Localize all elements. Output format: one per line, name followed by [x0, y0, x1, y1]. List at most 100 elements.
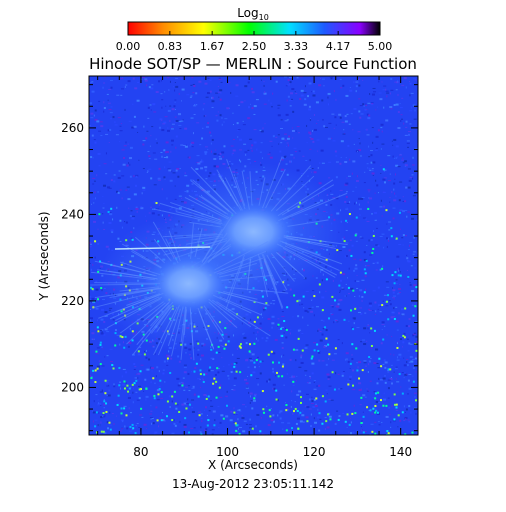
bright-speckle [299, 401, 302, 404]
speckle [292, 375, 296, 378]
speckle [233, 369, 235, 372]
speckle [324, 417, 327, 419]
speckle [135, 206, 138, 209]
bright-speckle [139, 370, 142, 373]
speckle [405, 86, 407, 89]
speckle [247, 149, 250, 151]
fibril [136, 301, 174, 346]
speckle [175, 135, 178, 138]
speckle [174, 81, 176, 83]
speckle [356, 280, 360, 282]
speckle [121, 149, 125, 151]
bright-speckle [348, 213, 351, 216]
speckle [248, 357, 252, 359]
speckle [332, 279, 334, 282]
speckle [213, 152, 217, 155]
speckle [205, 96, 209, 98]
speckle [360, 154, 362, 157]
speckle [339, 116, 342, 119]
speckle [406, 215, 408, 218]
speckle [261, 337, 264, 340]
speckle [326, 373, 330, 376]
speckle [330, 193, 334, 195]
fibril [152, 221, 175, 258]
speckle [137, 376, 139, 379]
speckle [245, 342, 248, 345]
bright-speckle [140, 407, 143, 410]
speckle [289, 376, 291, 378]
speckle [158, 385, 161, 387]
speckle [98, 100, 101, 102]
speckle [161, 129, 165, 132]
speckle [272, 352, 276, 355]
speckle [365, 103, 367, 105]
speckle [377, 402, 381, 404]
speckle [362, 411, 364, 413]
speckle [117, 402, 121, 404]
speckle [251, 353, 255, 356]
speckle [392, 144, 394, 146]
speckle [187, 372, 190, 375]
speckle [150, 109, 152, 111]
speckle [415, 371, 417, 373]
speckle [211, 138, 214, 141]
speckle [228, 82, 231, 84]
bright-speckle [415, 399, 418, 402]
speckle [348, 431, 350, 433]
speckle [300, 354, 303, 357]
speckle [266, 380, 269, 383]
bright-speckle [169, 371, 172, 374]
speckle [403, 364, 407, 367]
speckle [215, 92, 219, 94]
speckle [294, 151, 297, 153]
bright-speckle [91, 288, 94, 291]
speckle [295, 130, 297, 132]
speckle [109, 118, 112, 120]
speckle [384, 381, 387, 384]
speckle [127, 396, 131, 399]
speckle [287, 407, 291, 409]
bright-speckle [376, 411, 379, 414]
speckle [187, 156, 189, 158]
speckle [249, 418, 251, 421]
speckle [96, 120, 100, 123]
fibril [278, 201, 321, 222]
speckle [210, 370, 214, 372]
speckle [153, 382, 156, 384]
speckle [408, 405, 411, 408]
speckle [354, 202, 356, 205]
speckle [157, 425, 159, 428]
speckle [367, 324, 370, 326]
speckle [137, 353, 141, 356]
fibril [249, 171, 253, 206]
speckle [213, 158, 217, 161]
speckle [339, 291, 341, 293]
speckle [255, 99, 259, 101]
speckle [362, 394, 366, 397]
speckle [409, 355, 413, 358]
speckle [142, 140, 146, 142]
speckle [177, 175, 180, 178]
speckle [254, 160, 257, 162]
speckle [313, 342, 317, 344]
x-tick-label: 120 [303, 445, 326, 459]
fibril [120, 301, 164, 334]
speckle [132, 77, 135, 80]
speckle [342, 133, 346, 135]
fibril [281, 184, 335, 216]
bright-speckle [133, 382, 136, 385]
speckle [317, 150, 319, 152]
speckle [106, 315, 109, 317]
speckle [127, 345, 130, 348]
speckle [299, 420, 303, 423]
speckle [390, 316, 394, 319]
fibril [277, 179, 334, 217]
speckle [219, 98, 222, 101]
bright-speckle [365, 259, 368, 262]
speckle [311, 168, 314, 170]
speckle [271, 322, 275, 325]
speckle [328, 412, 331, 415]
speckle [356, 430, 358, 433]
speckle [374, 409, 376, 411]
speckle [197, 353, 200, 356]
